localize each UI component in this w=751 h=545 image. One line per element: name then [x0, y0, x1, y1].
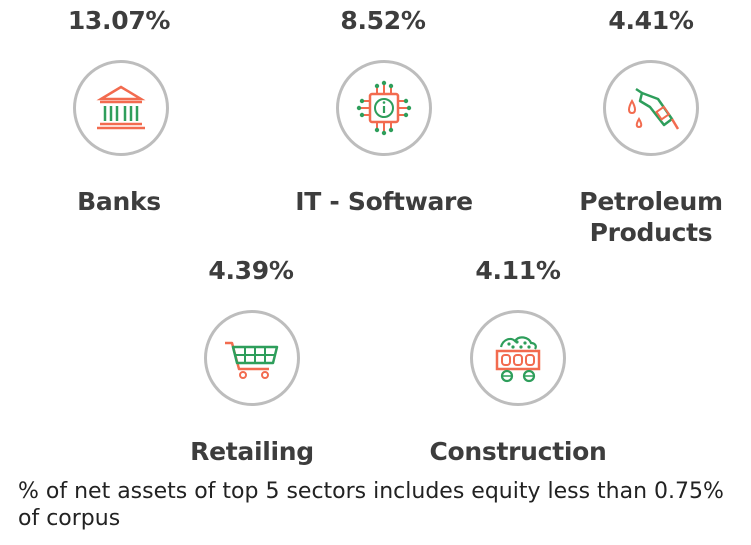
shopping-cart-icon: [225, 341, 279, 379]
mine-cart-icon: [495, 336, 541, 383]
sector-label: IT - Software: [295, 187, 473, 216]
sector-label: Banks: [77, 187, 161, 216]
mine-cart-icon-circle: [470, 310, 566, 406]
shopping-cart-icon-circle: [204, 310, 300, 406]
chip-icon: [356, 80, 412, 136]
sector-percent: 4.11%: [475, 256, 561, 285]
fuel-nozzle-icon: [628, 87, 680, 130]
sector-percent: 4.41%: [608, 6, 694, 35]
sector-label: Petroleum: [579, 187, 723, 216]
chip-icon-circle: [336, 60, 432, 156]
footnote: % of net assets of top 5 sectors include…: [18, 479, 724, 531]
sector-label: Retailing: [190, 437, 314, 466]
fuel-nozzle-icon-circle: [603, 60, 699, 156]
bank-icon-circle: [73, 60, 169, 156]
sector-percent: 13.07%: [67, 6, 171, 35]
bank-icon: [96, 85, 146, 130]
sector-label: Construction: [429, 437, 607, 466]
sector-label-line2: Products: [589, 218, 713, 247]
sector-percent: 8.52%: [340, 6, 426, 35]
sector-percent: 4.39%: [208, 256, 294, 285]
